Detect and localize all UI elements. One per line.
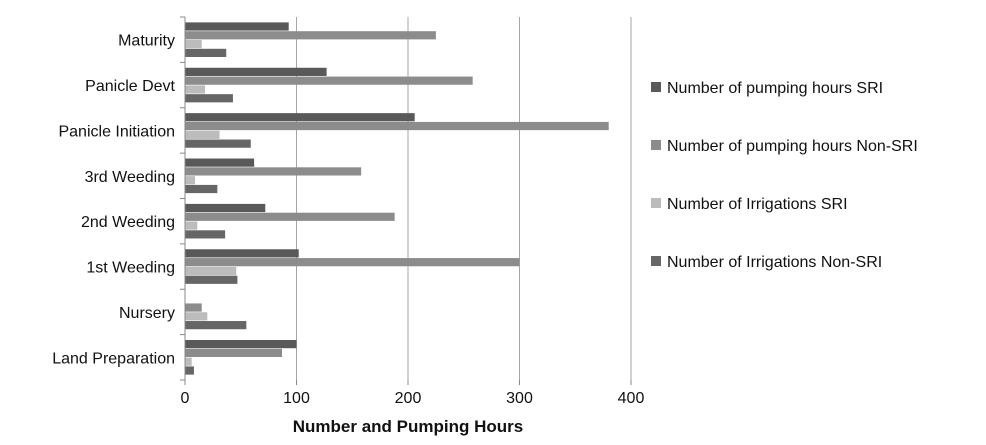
bar-2nd-weeding-number-of-pumping-hours-sri [185,203,266,213]
category-label-panicle-devt: Panicle Devt [85,78,175,95]
legend-swatch [651,198,661,208]
bar-panicle-devt-number-of-irrigations-sri [185,85,206,94]
x-tick-label: 300 [506,390,533,407]
bars [185,22,609,375]
bar-land-preparation-number-of-pumping-hours-sri [185,340,297,349]
legend-swatch [651,140,661,150]
category-labels: Land Preparation Nursery 1st Weeding 2nd We… [52,33,175,368]
category-label-land-preparation: Land Preparation [52,350,175,367]
bar-nursery-number-of-pumping-hours-non-sri [185,303,202,312]
bar-maturity-number-of-irrigations-sri [185,39,202,49]
bar-land-preparation-number-of-irrigations-non-sri [185,366,194,375]
x-tick-labels: 0 100 200 300 400 [181,390,645,407]
legend-label: Number of pumping hours SRI [667,80,883,97]
bar-3rd-weeding-number-of-irrigations-non-sri [185,184,218,194]
bar-1st-weeding-number-of-pumping-hours-sri [185,249,299,258]
x-tick-label: 200 [395,390,422,407]
category-label-2nd-weeding: 2nd Weeding [81,214,175,231]
bar-land-preparation-number-of-pumping-hours-non-sri [185,348,283,358]
bar-panicle-initiation-number-of-pumping-hours-non-sri [185,121,609,131]
legend-item-number-of-irrigations-non-sri: Number of Irrigations Non-SRI [651,254,882,271]
legend-swatch [651,256,661,266]
bar-3rd-weeding-number-of-pumping-hours-sri [185,158,255,167]
legend-item-number-of-pumping-hours-sri: Number of pumping hours SRI [651,80,883,97]
bar-panicle-initiation-number-of-irrigations-sri [185,130,220,139]
category-label-panicle-initiation: Panicle Initiation [58,123,175,140]
category-label-nursery: Nursery [119,305,175,322]
bar-2nd-weeding-number-of-irrigations-sri [185,221,198,230]
bar-1st-weeding-number-of-irrigations-sri [185,266,237,276]
axes [180,16,632,385]
bar-panicle-devt-number-of-irrigations-non-sri [185,94,233,103]
category-label-3rd-weeding: 3rd Weeding [85,169,175,186]
x-tick-label: 400 [618,390,645,407]
bar-2nd-weeding-number-of-irrigations-non-sri [185,230,226,239]
x-tick-label: 0 [181,390,190,407]
legend-label: Number of pumping hours Non-SRI [667,138,918,155]
bar-3rd-weeding-number-of-irrigations-sri [185,176,196,185]
bar-land-preparation-number-of-irrigations-sri [185,357,192,366]
bar-panicle-initiation-number-of-irrigations-non-sri [185,139,251,148]
x-axis-title: Number and Pumping Hours [293,417,523,436]
legend-label: Number of Irrigations Non-SRI [667,254,882,271]
gridlines [296,17,632,380]
bar-maturity-number-of-irrigations-non-sri [185,48,227,57]
bar-nursery-number-of-irrigations-non-sri [185,321,247,330]
x-tick-label: 100 [283,390,310,407]
bar-panicle-devt-number-of-pumping-hours-sri [185,67,327,76]
category-label-1st-weeding: 1st Weeding [86,260,175,277]
bar-maturity-number-of-pumping-hours-sri [185,22,289,31]
bar-1st-weeding-number-of-pumping-hours-non-sri [185,258,520,267]
legend: Number of pumping hours SRI Number of pum… [651,80,918,271]
legend-item-number-of-irrigations-sri: Number of Irrigations SRI [651,196,848,213]
legend-label: Number of Irrigations SRI [667,196,848,213]
bar-3rd-weeding-number-of-pumping-hours-non-sri [185,167,362,176]
bar-panicle-devt-number-of-pumping-hours-non-sri [185,76,473,85]
legend-swatch [651,82,661,92]
category-label-maturity: Maturity [118,33,175,50]
legend-item-number-of-pumping-hours-non-sri: Number of pumping hours Non-SRI [651,138,918,155]
bar-nursery-number-of-irrigations-sri [185,312,208,321]
bar-maturity-number-of-pumping-hours-non-sri [185,31,436,40]
bar-panicle-initiation-number-of-pumping-hours-sri [185,113,415,122]
bar-2nd-weeding-number-of-pumping-hours-non-sri [185,212,395,221]
bar-1st-weeding-number-of-irrigations-non-sri [185,275,238,284]
